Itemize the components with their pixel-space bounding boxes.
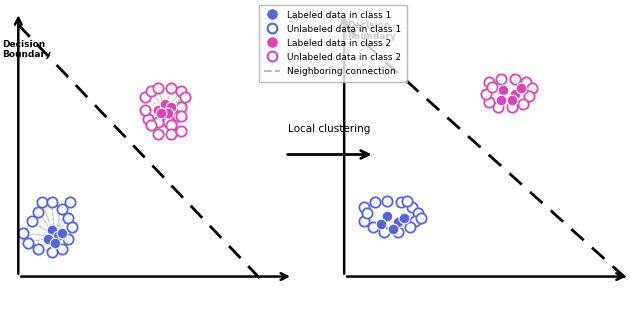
Point (381, 214, 392, 219)
Point (359, 218, 369, 223)
Point (495, 76, 506, 81)
Point (407, 205, 417, 210)
Point (50, 240, 60, 245)
Point (410, 218, 420, 223)
Text: Local clustering: Local clustering (289, 125, 371, 134)
Point (166, 86, 177, 91)
Point (507, 98, 517, 103)
Point (402, 198, 412, 203)
Point (147, 89, 157, 94)
Point (484, 99, 494, 104)
Point (376, 222, 387, 226)
Point (396, 200, 406, 205)
Point (518, 101, 529, 106)
Point (26, 218, 36, 223)
Point (156, 110, 166, 115)
Point (56, 206, 67, 211)
Point (509, 92, 520, 97)
Point (379, 229, 389, 234)
Point (499, 87, 509, 92)
Point (33, 246, 44, 251)
Point (173, 113, 183, 118)
Point (484, 79, 494, 84)
Point (515, 86, 525, 91)
Point (367, 225, 378, 230)
Point (495, 98, 506, 103)
Point (47, 228, 57, 233)
Point (527, 86, 537, 91)
Point (176, 113, 186, 118)
Point (140, 95, 150, 100)
Point (387, 226, 397, 231)
Point (416, 215, 426, 220)
Point (53, 234, 63, 239)
Legend: Labeled data in class 1, Unlabeled data in class 1, Labeled data in class 2, Unl: Labeled data in class 1, Unlabeled data … (259, 5, 407, 82)
Point (166, 123, 177, 128)
Point (176, 104, 186, 109)
Point (36, 200, 47, 205)
Text: Decision
Boundary: Decision Boundary (2, 40, 51, 59)
Point (166, 132, 177, 137)
Point (487, 84, 497, 89)
Point (381, 198, 392, 203)
Point (153, 120, 163, 125)
Point (393, 220, 403, 225)
Point (67, 225, 77, 230)
Point (393, 229, 403, 234)
Point (481, 92, 492, 97)
Point (147, 123, 157, 128)
Point (404, 225, 415, 230)
Point (143, 116, 153, 121)
Point (23, 240, 33, 245)
Point (65, 200, 75, 205)
Point (521, 79, 531, 84)
Point (63, 215, 74, 220)
Point (399, 215, 409, 220)
Point (163, 110, 173, 115)
Point (371, 200, 381, 205)
Point (413, 211, 423, 216)
Point (47, 249, 57, 254)
Point (43, 237, 53, 242)
Point (140, 107, 150, 112)
Point (63, 237, 74, 242)
Point (507, 104, 517, 109)
Point (153, 132, 163, 137)
Point (153, 107, 163, 112)
Point (56, 246, 67, 251)
Point (153, 86, 163, 91)
Point (33, 209, 44, 214)
Text: Decision
Boundary: Decision Boundary (347, 21, 396, 40)
Point (524, 93, 534, 98)
Point (47, 200, 57, 205)
Point (359, 205, 369, 210)
Point (176, 129, 186, 134)
Point (166, 104, 177, 109)
Point (163, 120, 173, 125)
Point (56, 231, 67, 236)
Point (18, 231, 28, 236)
Point (176, 89, 186, 94)
Point (509, 76, 520, 81)
Point (159, 101, 170, 106)
Point (362, 211, 372, 216)
Point (493, 104, 503, 109)
Point (180, 95, 190, 100)
